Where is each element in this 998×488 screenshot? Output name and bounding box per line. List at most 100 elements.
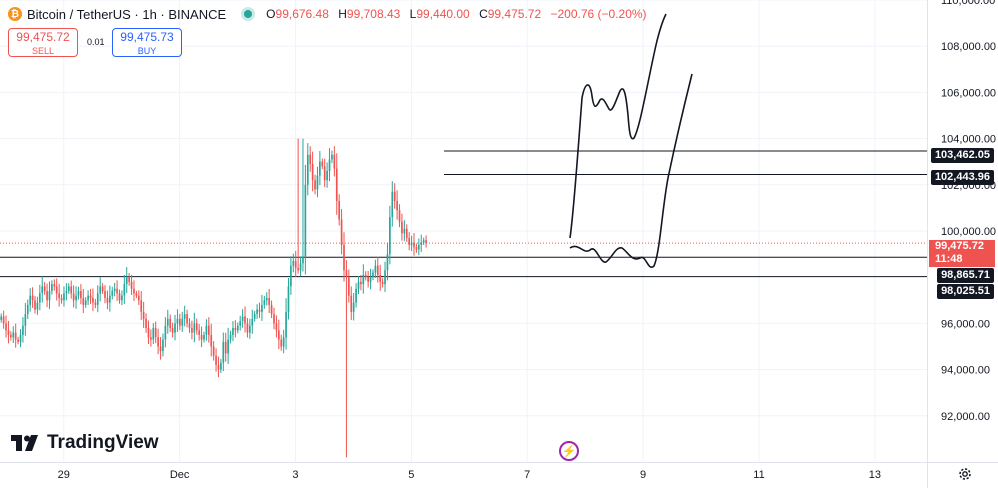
candle-body: [29, 295, 32, 305]
x-tick-label: 9: [640, 469, 646, 481]
sell-button[interactable]: 99,475.72 SELL: [8, 28, 78, 57]
y-tick-label: 92,000.00: [941, 411, 990, 423]
candle-body: [200, 334, 203, 340]
candle-body: [51, 284, 53, 292]
candle-body: [128, 277, 130, 282]
candle-body: [306, 154, 309, 185]
candle-body: [396, 200, 398, 211]
candle-body: [193, 323, 196, 333]
candle-body: [140, 300, 143, 312]
candle-body: [169, 318, 172, 329]
candle-body: [364, 274, 367, 278]
event-flash-icon[interactable]: ⚡: [559, 441, 579, 461]
candle-body: [72, 293, 75, 301]
drawing-projection-wave: [569, 73, 693, 269]
candle-body: [393, 191, 396, 201]
candle-body: [46, 291, 48, 301]
settings-gear-icon[interactable]: [958, 467, 972, 481]
candle-body: [174, 323, 176, 333]
buy-button[interactable]: 99,475.73 BUY: [112, 28, 182, 57]
tradingview-logo[interactable]: TradingView: [11, 432, 159, 454]
candle-body: [227, 339, 229, 354]
candle-body: [302, 256, 304, 264]
candle-body: [297, 267, 299, 271]
drawing-projection-up: [569, 13, 667, 239]
candle-body: [369, 277, 372, 282]
y-tick-label: 104,000.00: [941, 134, 996, 146]
drawings: [569, 13, 693, 269]
candle-body: [104, 291, 106, 298]
candle-body: [343, 244, 345, 271]
candle-body: [415, 247, 418, 250]
candle-body: [31, 295, 34, 301]
candle-body: [181, 318, 184, 326]
candle-body: [386, 254, 389, 271]
candle-body: [179, 318, 181, 326]
candle-body: [123, 284, 126, 296]
candle-body: [355, 288, 357, 303]
market-status-icon: [244, 10, 253, 18]
candle-body: [101, 286, 104, 292]
bitcoin-icon: ₿: [8, 7, 22, 21]
chart-grid: [0, 0, 927, 462]
candle-body: [125, 277, 128, 285]
y-tick-label: 94,000.00: [941, 365, 990, 377]
candle-body: [150, 337, 152, 340]
candle-body: [24, 314, 27, 326]
candle-body: [10, 334, 12, 338]
candle-body: [251, 318, 254, 326]
candle-body: [347, 277, 350, 296]
candle-body: [381, 281, 384, 285]
candle-body: [48, 291, 51, 301]
candle-body: [372, 272, 374, 278]
candle-body: [398, 210, 401, 222]
y-tick-label: 108,000.00: [941, 41, 996, 53]
candle-body: [186, 314, 188, 324]
candle-body: [338, 200, 341, 220]
candle-body: [275, 323, 278, 331]
candle-body: [106, 297, 109, 303]
candle-body: [403, 228, 406, 234]
candle-body: [159, 346, 162, 352]
candle-body: [34, 300, 36, 310]
candle-body: [265, 297, 268, 301]
candle-body: [217, 364, 220, 370]
candle-body: [87, 295, 89, 301]
price-line-label: 98,025.51: [937, 284, 994, 299]
candle-body: [152, 328, 155, 340]
candle-body: [58, 293, 60, 298]
candle-body: [379, 274, 382, 282]
price-line-label: 103,462.05: [930, 148, 994, 163]
symbol-title[interactable]: Bitcoin / TetherUS · 1h · BINANCE: [27, 6, 227, 22]
candle-body: [232, 328, 234, 335]
y-tick-label: 96,000.00: [941, 318, 990, 330]
candle-body: [340, 219, 343, 245]
candle-body: [130, 281, 133, 289]
candle-body: [22, 325, 24, 335]
candle-body: [215, 355, 217, 365]
candle-body: [304, 184, 307, 257]
candle-body: [203, 334, 205, 340]
candle-body: [410, 242, 413, 245]
candle-body: [273, 314, 275, 324]
candle-body: [195, 323, 198, 331]
candle-body: [0, 316, 3, 320]
candle-body: [137, 295, 140, 301]
candle-body: [323, 166, 326, 181]
candle-body: [222, 341, 225, 363]
horizontal-lines: [0, 150, 927, 278]
candle-body: [19, 334, 22, 342]
x-tick-label: 3: [292, 469, 298, 481]
x-tick-label: 5: [408, 469, 414, 481]
candle-body: [345, 270, 348, 278]
candle-body: [316, 175, 319, 190]
candle-body: [319, 161, 321, 176]
candle-body: [147, 328, 150, 338]
candle-body: [282, 337, 285, 347]
candle-body: [401, 221, 403, 234]
candle-body: [154, 328, 157, 338]
candle-body: [391, 191, 394, 218]
candle-body: [26, 304, 29, 315]
